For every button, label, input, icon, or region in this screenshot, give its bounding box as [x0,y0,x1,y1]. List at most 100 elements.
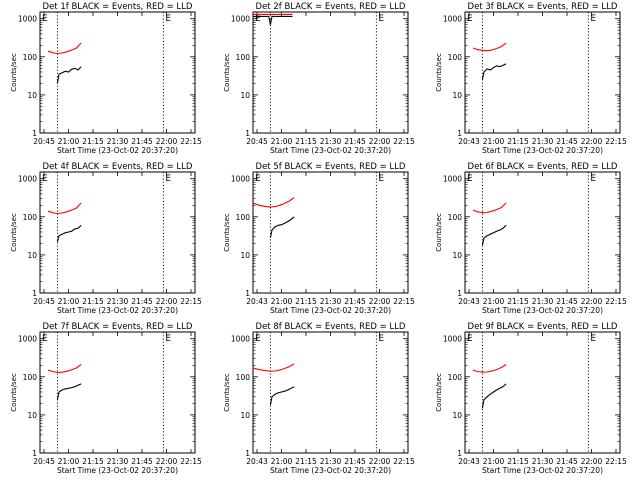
panel-5-time-marker-label: E [378,174,384,184]
panel-6-x-tick-label: 21:15 [507,297,529,306]
panel-2-title: Det 2f BLACK = Events, RED = LLD [256,2,406,12]
panel-7-y-tick-label: 1000 [18,335,37,344]
panel-5-axes-frame [252,171,409,294]
panel-7-series-red-line [47,364,82,374]
panel-6-series-red-line [472,202,507,214]
panel-9-axes-frame [464,331,621,454]
panel-1-y-tick-label: 1000 [18,15,37,24]
panel-5-y-tick-label: 1000 [231,175,250,184]
panel-9-title: Det 9f BLACK = Events, RED = LLD [468,322,618,332]
panel-7-series-black-line [56,383,82,400]
panel-8-y-tick-label: 1000 [231,335,250,344]
panel-6-x-tick-label: 22:15 [605,297,627,306]
panel-2-x-axis-label: Start Time (23-Oct-02 20:37:20) [270,146,391,155]
panel-2-x-tick-label: 22:15 [393,137,415,146]
panel-1-corner-marker-label: E [42,14,48,24]
panel-5-series-black-line [269,216,295,239]
panel-1-title: Det 1f BLACK = Events, RED = LLD [43,2,193,12]
panel-9-time-marker-label: E [590,334,596,344]
panel-9-x-tick-label: 22:15 [605,457,627,466]
panel-8-axes-frame [252,331,409,454]
panel-7-title: Det 7f BLACK = Events, RED = LLD [43,322,193,332]
panel-9-x-tick-label: 21:30 [532,457,554,466]
panel-4-y-tick-label: 1 [32,289,37,298]
panel-5-x-tick-label: 20:43 [246,297,268,306]
panel-6-title: Det 6f BLACK = Events, RED = LLD [468,162,618,172]
panel-3-series-red-line [472,42,507,52]
panel-4-x-tick-label: 22:15 [180,297,202,306]
panel-4-y-axis-label: Counts/sec [10,213,18,252]
panel-1-x-tick-label: 22:00 [156,137,178,146]
panel-6-series-black-line [481,224,507,246]
panel-9-y-axis-label: Counts/sec [435,373,443,412]
panel-9-x-tick-label: 21:45 [556,457,578,466]
panel-1-y-tick-label: 10 [27,91,37,100]
panel-2-y-axis-label: Counts/sec [223,53,231,92]
panel-4-y-tick-label: 1000 [18,175,37,184]
panel-3-axes-frame [464,11,621,134]
panel-9-x-tick-label: 21:15 [507,457,529,466]
panel-1-y-tick-label: 100 [23,53,38,62]
panel-3-x-tick-label: 21:30 [532,137,554,146]
panel-7-x-tick-label: 21:30 [107,457,129,466]
panel-6-time-marker-label: E [590,174,596,184]
panel-4-title: Det 4f BLACK = Events, RED = LLD [43,162,193,172]
panel-6-x-tick-label: 20:43 [458,297,480,306]
panel-6-corner-marker-label: E [467,174,473,184]
panel-2-x-tick-label: 22:00 [369,137,391,146]
panel-5-y-axis-label: Counts/sec [223,213,231,252]
panel-3-y-tick-label: 100 [448,53,463,62]
panel-9-y-tick-label: 1 [457,449,462,458]
panel-6-x-tick-label: 21:45 [556,297,578,306]
panel-7-x-tick-label: 22:15 [180,457,202,466]
panel-4-x-tick-label: 21:30 [107,297,129,306]
panel-4-series-black-line [56,224,82,243]
panel-2-x-tick-label: 21:45 [344,137,366,146]
panel-6-axes-frame [464,171,621,294]
panel-6-x-tick-label: 21:30 [532,297,554,306]
panel-2-x-tick-label: 20:45 [246,137,268,146]
panel-7-x-tick-label: 20:45 [33,457,55,466]
panel-5-x-tick-label: 22:00 [369,297,391,306]
panel-2-x-tick-label: 21:30 [320,137,342,146]
panel-4-x-axis-label: Start Time (23-Oct-02 20:37:20) [57,306,178,315]
panel-8-series-black-line [269,386,295,406]
panel-3-x-tick-label: 22:15 [605,137,627,146]
panel-6-y-axis-label: Counts/sec [435,213,443,252]
panel-3-x-tick-label: 22:00 [581,137,603,146]
panel-5-y-tick-label: 1 [245,289,250,298]
panel-6-x-tick-label: 22:00 [581,297,603,306]
panel-3-x-tick-label: 21:45 [556,137,578,146]
panel-3-y-tick-label: 1 [457,129,462,138]
panel-2-y-tick-label: 1000 [231,15,250,24]
panel-7-y-tick-label: 10 [27,411,37,420]
panel-5-x-tick-label: 21:30 [320,297,342,306]
panel-7-x-tick-label: 22:00 [156,457,178,466]
panel-8-x-tick-label: 20:43 [246,457,268,466]
panel-2-y-tick-label: 1 [245,129,250,138]
panel-8-y-tick-label: 1 [245,449,250,458]
panel-2-y-tick-label: 10 [240,91,250,100]
panel-5-title: Det 5f BLACK = Events, RED = LLD [256,162,406,172]
panel-8-series-red-line [252,363,295,372]
panel-6-y-tick-label: 100 [448,213,463,222]
panel-7-y-tick-label: 1 [32,449,37,458]
panel-4-y-tick-label: 100 [23,213,38,222]
panel-3-y-tick-label: 1000 [443,15,462,24]
panel-5-corner-marker-label: E [255,174,261,184]
panel-2-x-tick-label: 21:15 [295,137,317,146]
panel-7-x-tick-label: 21:45 [131,457,153,466]
panel-3-x-tick-label: 20:43 [458,137,480,146]
panel-1-y-tick-label: 1 [32,129,37,138]
panel-1-series-black-line [56,66,82,84]
panel-9-x-tick-label: 22:00 [581,457,603,466]
panel-7-y-tick-label: 100 [23,373,38,382]
panel-8-x-tick-label: 22:00 [369,457,391,466]
panel-9-series-red-line [472,364,507,373]
panel-5-series-red-line [252,197,295,208]
panel-2-time-marker-label: E [378,14,384,24]
panel-2-x-tick-label: 21:00 [271,137,293,146]
panel-6-x-tick-label: 21:00 [483,297,505,306]
panel-5-x-tick-label: 21:00 [271,297,293,306]
